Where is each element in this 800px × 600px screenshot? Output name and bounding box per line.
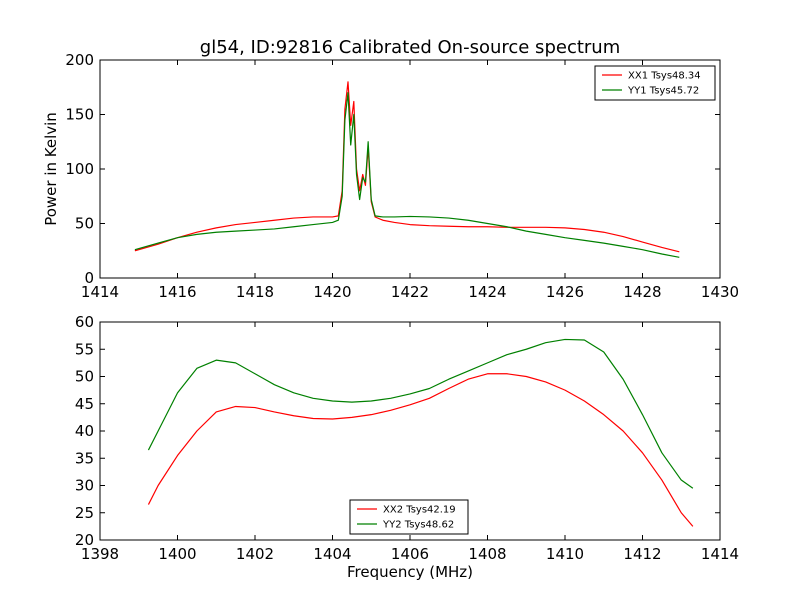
series-line-xx [147,373,694,527]
legend-label: XX2 Tsys42.19 [383,505,456,516]
chart-title: gl54, ID:92816 Calibrated On-source spec… [200,37,620,58]
series-group [134,81,680,258]
x-tick-label: 1416 [158,283,196,301]
x-tick-label: 1412 [623,545,661,563]
bottom-spectrum-panel: 1398 1400 1402 1404 1406 1408 1410 1412 1414 20 25… [75,313,739,563]
legend-label: YY2 Tsys48.62 [382,520,454,531]
legend-label: XX1 Tsys48.34 [628,71,701,82]
x-tick-label: 1400 [158,545,196,563]
series-line-xx [134,81,680,253]
y-tick-label: 0 [84,269,94,287]
y-tick-label: 40 [75,422,94,440]
x-tick-label: 1422 [391,283,429,301]
series-line-yy [147,338,694,489]
y-tick-label: 45 [75,395,94,413]
x-tick-label: 1420 [313,283,351,301]
x-tick-label: 1424 [468,283,506,301]
y-tick-label: 20 [75,531,94,549]
legend-label: YY1 Tsys45.72 [627,86,699,97]
legend-box [594,65,716,101]
legend-box [349,499,469,535]
legend: XX1 Tsys48.34 YY1 Tsys45.72 [594,65,716,101]
x-tick-label: 1414 [701,545,739,563]
y-tick-label: 100 [65,160,94,178]
x-axis-label-bottom: Frequency (MHz) [347,563,473,581]
y-axis-label-top: Power in Kelvin [42,112,60,226]
x-tick-label: 1430 [701,283,739,301]
top-spectrum-panel: 1414 1416 1418 1420 1422 1424 1426 1428 1430 0 50 1… [65,51,739,301]
x-tick-label: 1410 [546,545,584,563]
series-group [147,338,694,527]
x-tick-label: 1406 [391,545,429,563]
y-tick-label: 200 [65,51,94,69]
y-tick-label: 150 [65,106,94,124]
x-tick-label: 1418 [236,283,274,301]
y-tick-label: 35 [75,449,94,467]
x-tick-label: 1398 [81,545,119,563]
y-tick-label: 60 [75,313,94,331]
x-tick-label: 1414 [81,283,119,301]
x-tick-label: 1408 [468,545,506,563]
x-tick-label: 1404 [313,545,351,563]
y-tick-label: 30 [75,477,94,495]
x-tick-label: 1402 [236,545,274,563]
y-tick-label: 25 [75,504,94,522]
series-line-yy [134,92,680,258]
y-tick-label: 55 [75,340,94,358]
y-tick-label: 50 [75,368,94,386]
legend: XX2 Tsys42.19 YY2 Tsys48.62 [349,499,469,535]
x-tick-label: 1426 [546,283,584,301]
y-tick-label: 50 [75,215,94,233]
x-tick-label: 1428 [623,283,661,301]
